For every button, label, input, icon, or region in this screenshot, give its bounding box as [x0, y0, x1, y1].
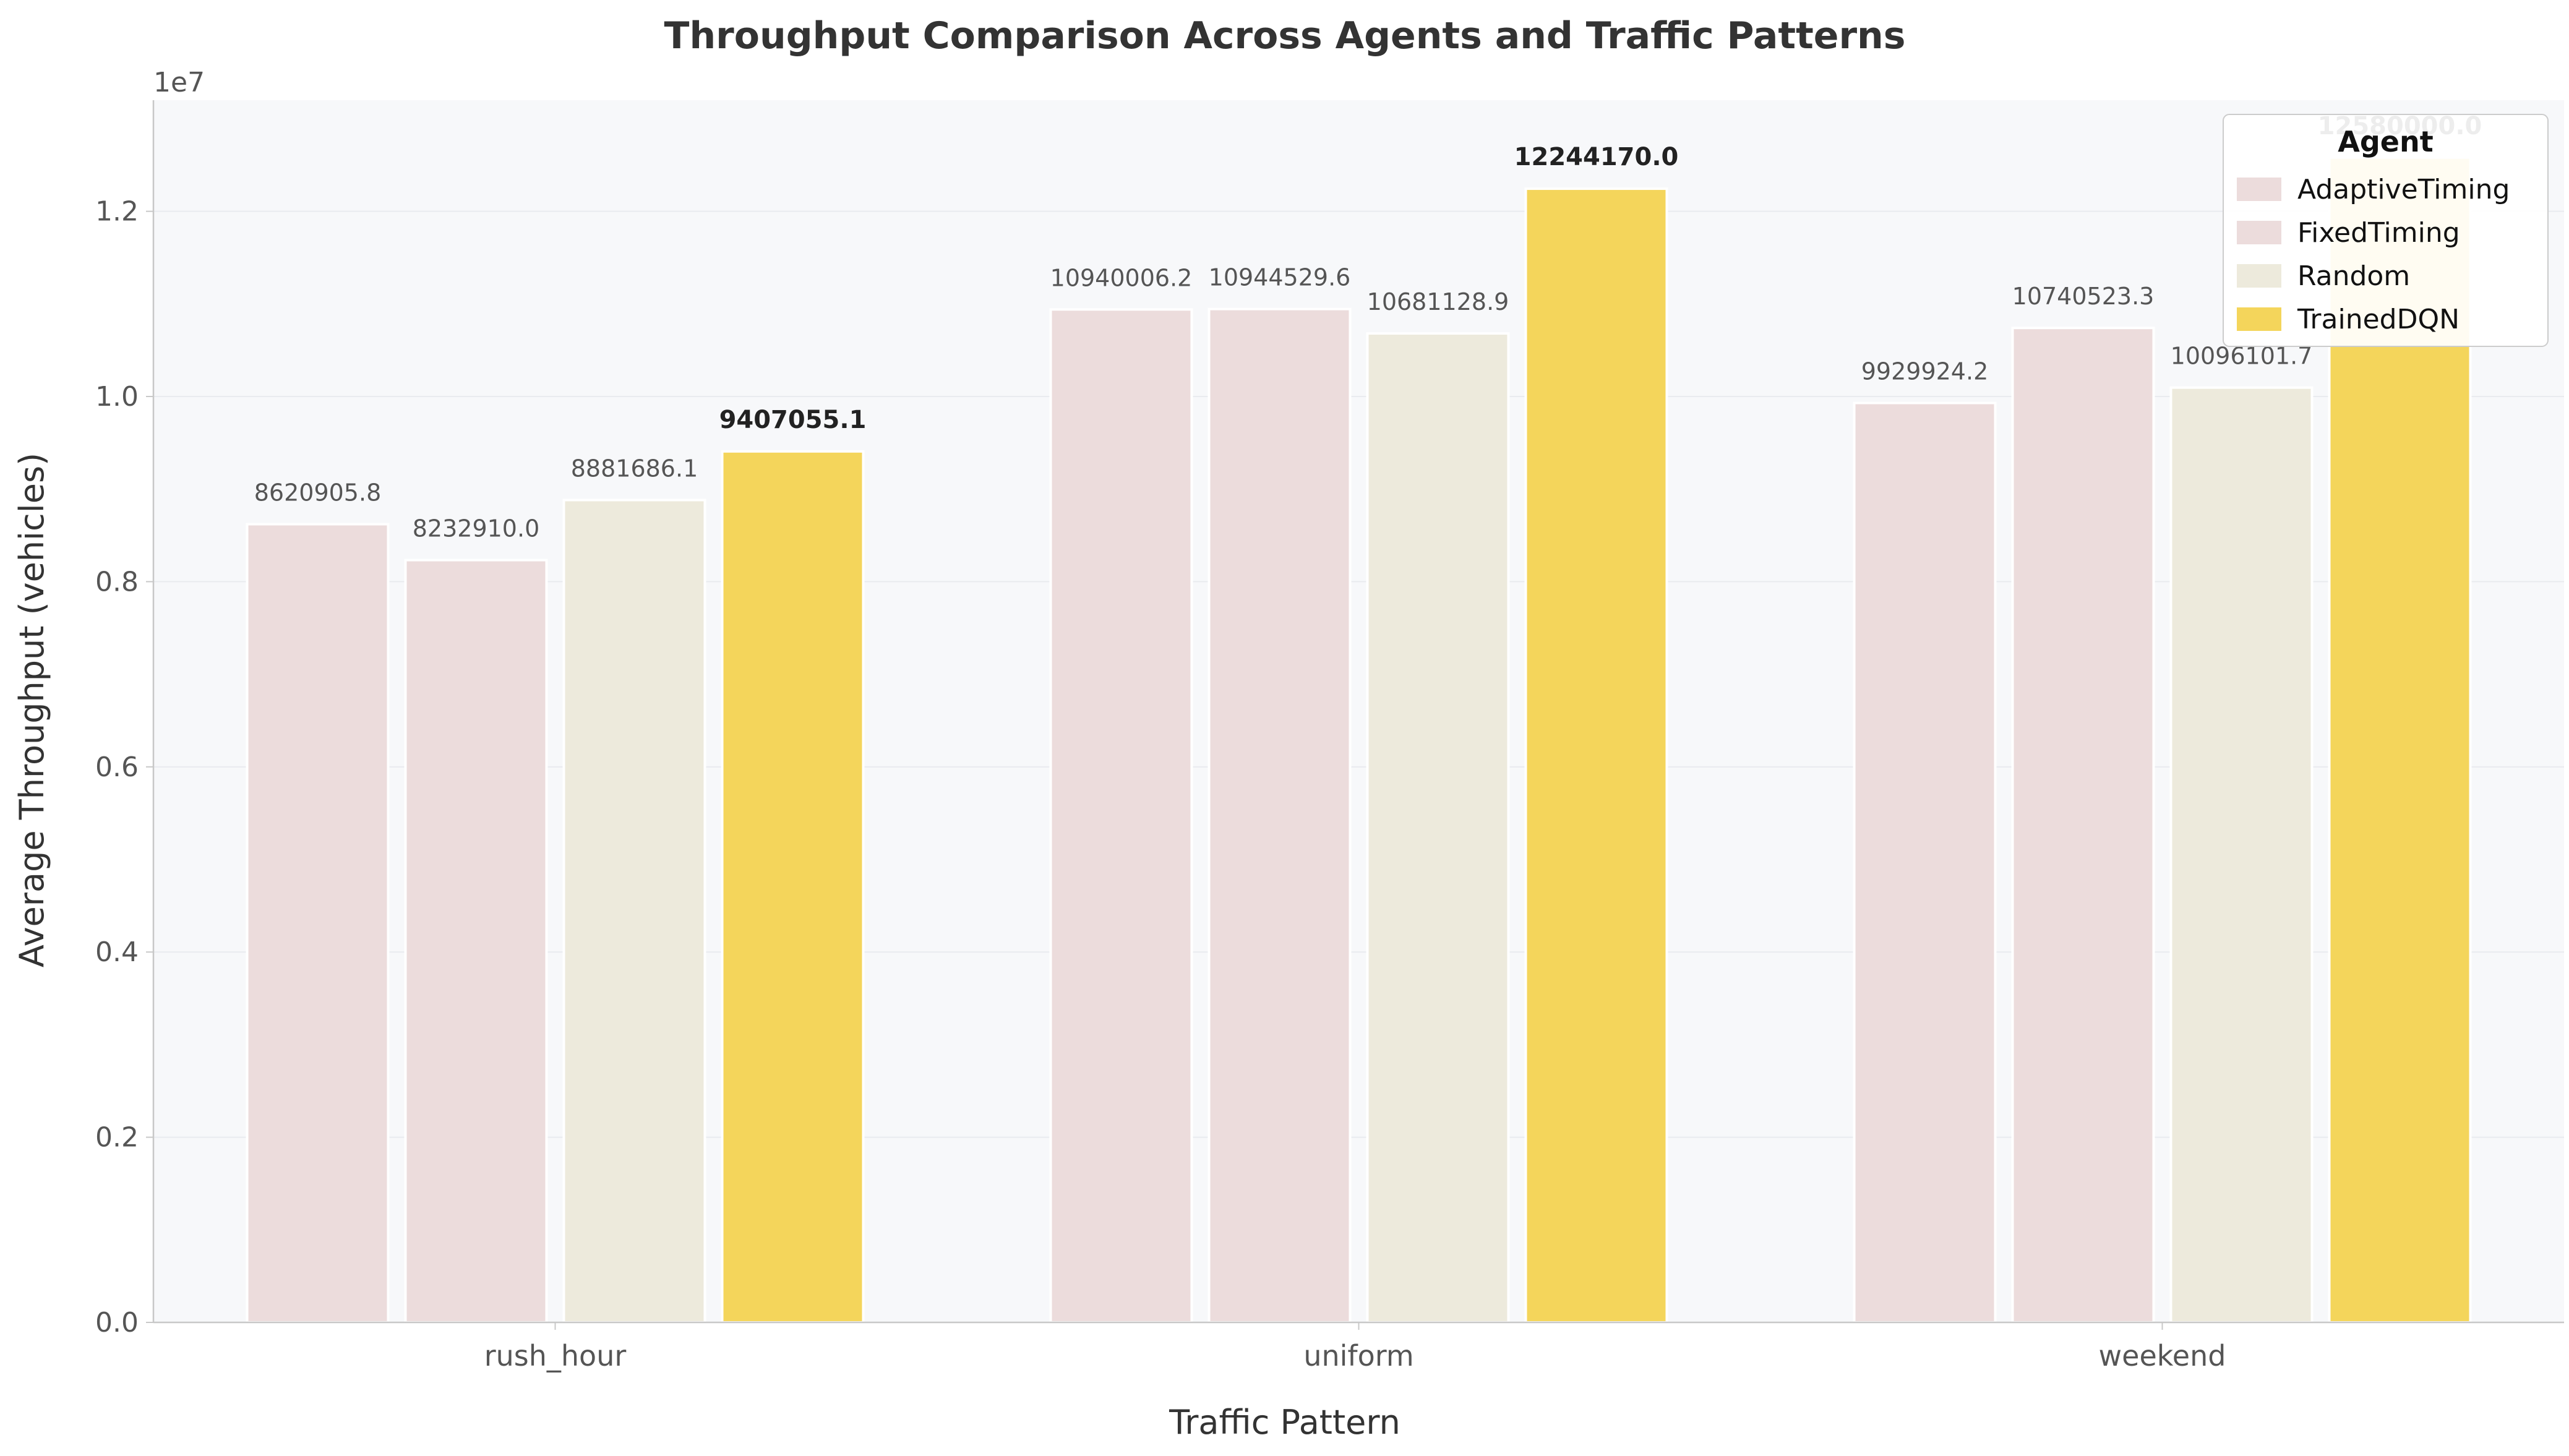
bar-value-label: 12244170.0: [1514, 143, 1679, 171]
bar-value-label: 10681128.9: [1367, 288, 1509, 315]
axes: 0.0 0.2 0.4 0.6 0.8 1.0 1.2 rush_hour uniform wee…: [95, 100, 2564, 1372]
legend: Agent AdaptiveTiming FixedTiming Random Trai…: [2223, 114, 2549, 347]
legend-swatch-fixedtiming: [2237, 221, 2281, 244]
bar-fixedtiming-rush-hour: [404, 559, 548, 1324]
bar-value-label: 8881686.1: [571, 455, 698, 482]
bar-traineddqn-rush-hour: [721, 450, 865, 1324]
bar-traineddqn-uniform: [1524, 187, 1668, 1324]
x-axis-label: Traffic Pattern: [1169, 1403, 1400, 1442]
y-tick-label: 0.6: [95, 752, 139, 783]
legend-label-fixedtiming: FixedTiming: [2297, 217, 2460, 249]
legend-box: [2223, 114, 2549, 347]
legend-swatch-random: [2237, 264, 2281, 288]
legend-label-adaptivetiming: AdaptiveTiming: [2297, 174, 2510, 205]
bar-value-label: 10740523.3: [2012, 283, 2155, 310]
y-tick-label: 1.2: [95, 196, 139, 228]
bar-value-label: 8232910.0: [413, 515, 540, 542]
chart-title: Throughput Comparison Across Agents and …: [664, 14, 1906, 58]
bar-adaptivetiming-rush-hour: [246, 523, 390, 1324]
x-tick-label-uniform: uniform: [1303, 1339, 1413, 1372]
bar-value-label: 9929924.2: [1861, 358, 1989, 385]
y-tick-label: 1.0: [95, 381, 139, 413]
legend-swatch-adaptivetiming: [2237, 178, 2281, 201]
legend-title: Agent: [2338, 125, 2433, 158]
bar-adaptivetiming-weekend: [1853, 401, 1997, 1324]
y-tick-label: 0.4: [95, 936, 139, 968]
bar-fixedtiming-uniform: [1207, 307, 1352, 1324]
bar-value-label: 9407055.1: [719, 406, 867, 434]
y-tick-label: 0.8: [95, 566, 139, 597]
bar-value-label: 10940006.2: [1050, 264, 1193, 291]
plot-area: [153, 100, 2564, 1322]
legend-swatch-traineddqn: [2237, 307, 2281, 331]
bar-random-weekend: [2169, 386, 2314, 1324]
y-tick-label: 0.2: [95, 1122, 139, 1154]
y-axis-label: Average Throughput (vehicles): [12, 453, 51, 967]
x-tick-label-weekend: weekend: [2099, 1339, 2226, 1372]
bars: [246, 156, 2472, 1324]
bar-random-rush-hour: [562, 499, 706, 1324]
bar-traineddqn-weekend: [2328, 156, 2472, 1324]
x-tick-label-rush-hour: rush_hour: [484, 1339, 627, 1372]
bar-fixedtiming-weekend: [2011, 327, 2155, 1324]
legend-label-traineddqn: TrainedDQN: [2297, 304, 2460, 335]
y-tick-label: 0.0: [95, 1307, 139, 1338]
bar-adaptivetiming-uniform: [1049, 308, 1193, 1324]
bar-value-label: 8620905.8: [254, 479, 382, 506]
bar-random-uniform: [1366, 332, 1510, 1324]
bar-value-label: 10944529.6: [1209, 264, 1351, 291]
y-axis-scale-offset: 1e7: [153, 67, 205, 98]
legend-label-random: Random: [2297, 260, 2410, 292]
